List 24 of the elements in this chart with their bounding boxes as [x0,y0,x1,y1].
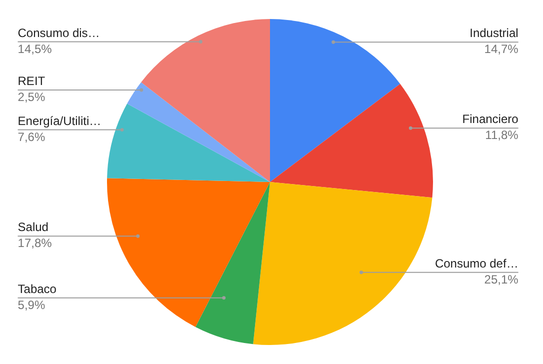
slice-label: Energía/Utiliti… [18,114,102,128]
slice-label: Consumo dis… [18,26,100,40]
data-label: 7,6% [18,130,46,144]
pie-slice [195,182,270,344]
data-label: 2,5% [18,90,46,104]
pie-slice [141,19,270,182]
data-label: 5,9% [18,298,46,312]
pie-slice [253,182,432,345]
slice-label: Salud [18,220,48,234]
slice-label: Consumo def… [434,256,518,270]
data-label: 11,8% [485,128,519,142]
data-label: 25,1% [484,272,519,286]
pie-slice [107,104,270,182]
slice-label: Tabaco [18,282,57,296]
slice-label: Industrial [470,26,518,40]
data-label: 14,7% [484,42,519,56]
slice-label: Financiero [462,112,519,126]
data-label: 14,5% [18,42,52,56]
pie-slice [270,19,400,182]
pie-slice [270,84,433,198]
data-label: 17,8% [18,236,52,250]
pie-slice [107,178,270,327]
pie-slice [127,82,270,182]
slice-label: REIT [18,74,46,88]
